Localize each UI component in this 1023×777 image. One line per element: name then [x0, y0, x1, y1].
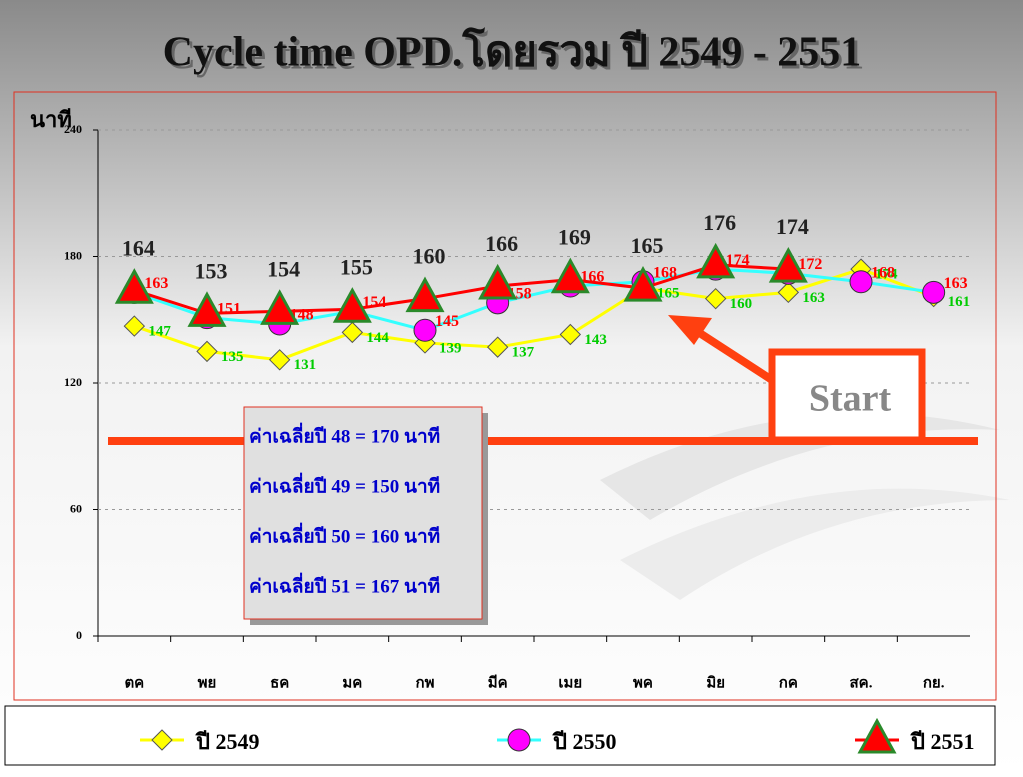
y-axis-label: นาที	[30, 107, 72, 132]
title-shadow: Cycle time OPD.โดยรวม ปี 2549 - 2551	[166, 30, 865, 79]
x-tick-label: พค	[633, 675, 653, 691]
chart-title: Cycle time OPD.โดยรวม ปี 2549 - 2551	[163, 27, 862, 76]
marker	[550, 257, 590, 294]
legend-box	[4, 705, 996, 766]
data-label: 155	[340, 254, 373, 279]
marker	[332, 287, 372, 323]
data-label: 174	[875, 267, 898, 283]
series-line	[133, 263, 789, 315]
data-label: 163	[144, 275, 168, 292]
marker	[478, 263, 518, 300]
data-label: 131	[294, 357, 317, 373]
note-text: ค่าเฉลี่ยปี 50 = 160 นาที	[249, 522, 440, 547]
legend-label: ปี 2550	[552, 729, 617, 754]
marker	[777, 281, 800, 304]
note-box	[243, 406, 483, 620]
data-label: 160	[413, 244, 446, 269]
arrow-shaft	[692, 326, 775, 384]
note-text: ค่าเฉลี่ยปี 51 = 167 นาที	[249, 572, 440, 597]
marker	[768, 247, 808, 283]
x-tick-label: มิย	[706, 673, 725, 691]
plot-frame	[13, 91, 997, 701]
x-tick-label: มค	[342, 675, 362, 691]
marker	[849, 270, 873, 294]
y-tick-label: 60	[70, 501, 82, 515]
marker	[405, 276, 445, 313]
data-label: 163	[802, 290, 825, 306]
data-label: 147	[148, 324, 171, 340]
x-tick-label: กค	[779, 675, 798, 691]
legend-label: ปี 2549	[195, 729, 260, 754]
marker	[559, 323, 582, 346]
data-label: 145	[435, 313, 459, 330]
data-label: 160	[730, 296, 753, 312]
x-tick-label: กพ	[416, 675, 435, 691]
y-tick-label: 0	[76, 628, 82, 642]
data-label: 168	[653, 264, 677, 281]
marker	[857, 717, 897, 754]
marker	[151, 729, 173, 751]
callout-text: Start	[809, 378, 892, 420]
marker	[486, 336, 509, 358]
marker	[341, 321, 364, 344]
x-tick-label: กย.	[923, 675, 945, 691]
data-label: 166	[485, 231, 518, 256]
series-line	[133, 267, 935, 362]
y-tick-label: 120	[64, 375, 82, 389]
data-label: 161	[948, 294, 971, 310]
x-tick-label: ตค	[124, 675, 144, 691]
y-tick-label: 180	[64, 248, 82, 262]
x-tick-label: ธค	[270, 675, 289, 691]
marker	[268, 349, 291, 371]
data-label: 169	[558, 225, 591, 250]
marker	[196, 340, 218, 363]
data-label: 165	[631, 233, 664, 258]
data-label: 163	[944, 275, 968, 292]
swoosh	[620, 488, 1010, 600]
x-tick-label: เมย	[558, 675, 582, 691]
marker	[413, 318, 437, 342]
data-label: 164	[122, 235, 155, 260]
note-text: ค่าเฉลี่ยปี 49 = 150 นาที	[249, 472, 440, 497]
x-tick-label: พย	[198, 675, 217, 691]
data-label: 151	[217, 300, 241, 317]
marker	[704, 287, 727, 310]
callout-box	[768, 348, 926, 444]
data-label: 174	[776, 214, 809, 239]
data-label: 143	[584, 332, 607, 348]
x-tick-label: สค.	[850, 675, 873, 691]
data-label: 135	[221, 349, 244, 365]
marker	[123, 315, 146, 337]
data-label: 176	[703, 210, 736, 235]
note-text: ค่าเฉลี่ยปี 48 = 170 นาที	[249, 422, 440, 447]
y-tick-label: 240	[64, 122, 82, 136]
marker	[260, 289, 300, 325]
legend-label: ปี 2551	[910, 729, 975, 754]
data-label: 172	[798, 256, 822, 273]
x-tick-label: มีค	[488, 674, 508, 691]
marker	[114, 268, 154, 304]
marker	[922, 280, 946, 304]
data-label: 168	[871, 264, 895, 281]
arrow-head	[668, 315, 712, 345]
data-label: 139	[439, 340, 462, 356]
marker	[507, 728, 531, 752]
data-label: 153	[195, 258, 228, 283]
marker	[696, 242, 736, 279]
data-label: 154	[267, 256, 300, 281]
data-label: 144	[366, 330, 389, 346]
data-label: 165	[657, 286, 680, 302]
data-label: 137	[512, 345, 535, 361]
marker	[187, 291, 227, 327]
marker	[623, 266, 663, 302]
